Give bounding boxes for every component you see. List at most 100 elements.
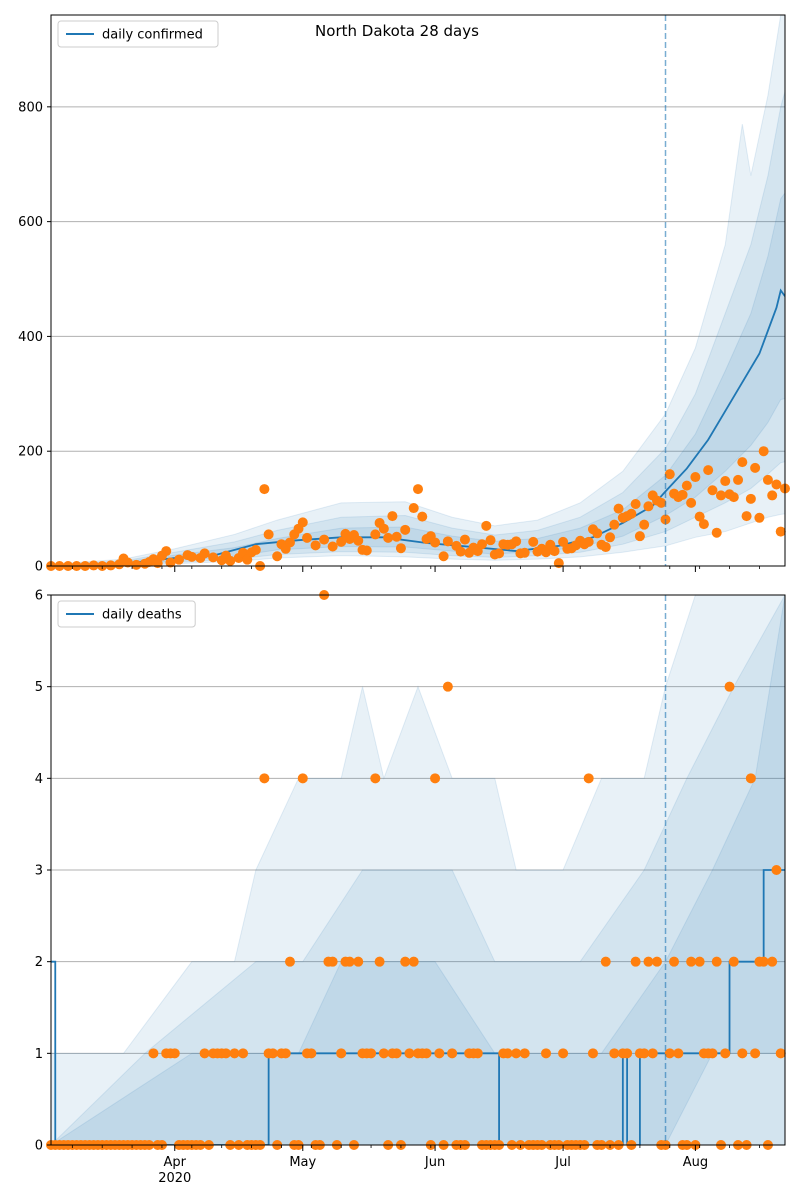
data-point — [353, 535, 364, 546]
data-point — [750, 1048, 761, 1059]
data-point — [745, 773, 756, 784]
data-point — [297, 773, 308, 784]
data-point — [199, 1048, 210, 1059]
data-point — [771, 479, 782, 490]
axes-frame — [50, 14, 786, 567]
y-tick-label: 2 — [35, 955, 43, 970]
data-point — [455, 546, 466, 557]
data-point — [626, 508, 637, 519]
chart-title: North Dakota 28 days — [315, 22, 479, 40]
data-point — [647, 1048, 658, 1059]
data-point — [238, 1048, 249, 1059]
data-point — [408, 503, 419, 514]
legend-box — [57, 20, 219, 48]
data-point — [395, 543, 406, 554]
data-point — [267, 1048, 278, 1059]
data-point — [553, 558, 564, 569]
data-point — [656, 497, 667, 508]
data-point — [88, 560, 99, 571]
data-point — [737, 457, 748, 468]
data-point — [745, 493, 756, 504]
data-point — [775, 526, 786, 537]
data-point — [767, 490, 778, 501]
data-point — [421, 1048, 432, 1059]
data-point — [165, 557, 176, 568]
data-point — [263, 529, 274, 540]
data-point — [220, 1048, 231, 1059]
data-point — [707, 485, 718, 496]
data-point — [651, 956, 662, 967]
data-point — [694, 956, 705, 967]
data-point — [161, 546, 172, 557]
x-tick-label: Jun — [424, 1155, 445, 1170]
x-tick-label: Apr — [164, 1155, 187, 1170]
y-tick-label: 400 — [18, 330, 43, 345]
data-point — [583, 773, 594, 784]
data-point — [344, 956, 355, 967]
data-point — [447, 1048, 458, 1059]
data-point — [242, 554, 253, 565]
data-point — [297, 517, 308, 528]
data-point — [609, 1048, 620, 1059]
band-middle — [51, 595, 785, 1145]
data-point — [259, 773, 270, 784]
data-point — [775, 1048, 786, 1059]
data-point — [622, 1048, 633, 1059]
x-year-label: 2020 — [158, 1171, 191, 1186]
data-point — [758, 956, 769, 967]
data-point — [442, 681, 453, 692]
data-point — [720, 1048, 731, 1059]
data-point — [434, 1048, 445, 1059]
y-tick-label: 0 — [35, 1139, 43, 1154]
data-point — [664, 469, 675, 480]
y-tick-label: 1 — [35, 1047, 43, 1062]
data-point — [430, 773, 441, 784]
data-point — [186, 551, 197, 562]
data-point — [408, 956, 419, 967]
data-point — [383, 532, 394, 543]
data-point — [724, 681, 735, 692]
data-point — [310, 540, 321, 551]
data-point — [711, 956, 722, 967]
data-point — [639, 519, 650, 530]
data-point — [711, 527, 722, 538]
data-point — [494, 548, 505, 559]
data-point — [758, 446, 769, 457]
plot-area — [51, 595, 785, 1145]
data-point — [754, 512, 765, 523]
data-point — [353, 956, 364, 967]
data-point — [541, 547, 552, 558]
data-point — [681, 480, 692, 491]
data-point — [374, 956, 385, 967]
data-point — [400, 956, 411, 967]
data-point — [690, 472, 701, 483]
data-point — [762, 474, 773, 485]
data-point — [587, 1048, 598, 1059]
data-point — [378, 523, 389, 534]
legend-label: daily confirmed — [102, 28, 203, 43]
legend-box — [57, 600, 196, 628]
data-point — [519, 1048, 530, 1059]
data-point — [733, 474, 744, 485]
data-point — [387, 511, 398, 522]
data-point — [284, 956, 295, 967]
data-point — [327, 541, 338, 552]
y-tick-label: 800 — [18, 100, 43, 115]
data-point — [485, 535, 496, 546]
data-point — [122, 557, 133, 568]
data-point — [259, 484, 270, 495]
data-point — [105, 560, 116, 571]
data-point — [459, 534, 470, 545]
data-point — [511, 536, 522, 547]
y-tick-label: 0 — [35, 560, 43, 575]
y-tick-label: 3 — [35, 864, 43, 879]
band-outer — [51, 15, 785, 566]
data-point — [613, 503, 624, 514]
legend: daily confirmed — [57, 20, 219, 48]
data-point — [694, 511, 705, 522]
data-point — [229, 1048, 240, 1059]
data-point — [272, 551, 283, 562]
data-point — [336, 536, 347, 547]
